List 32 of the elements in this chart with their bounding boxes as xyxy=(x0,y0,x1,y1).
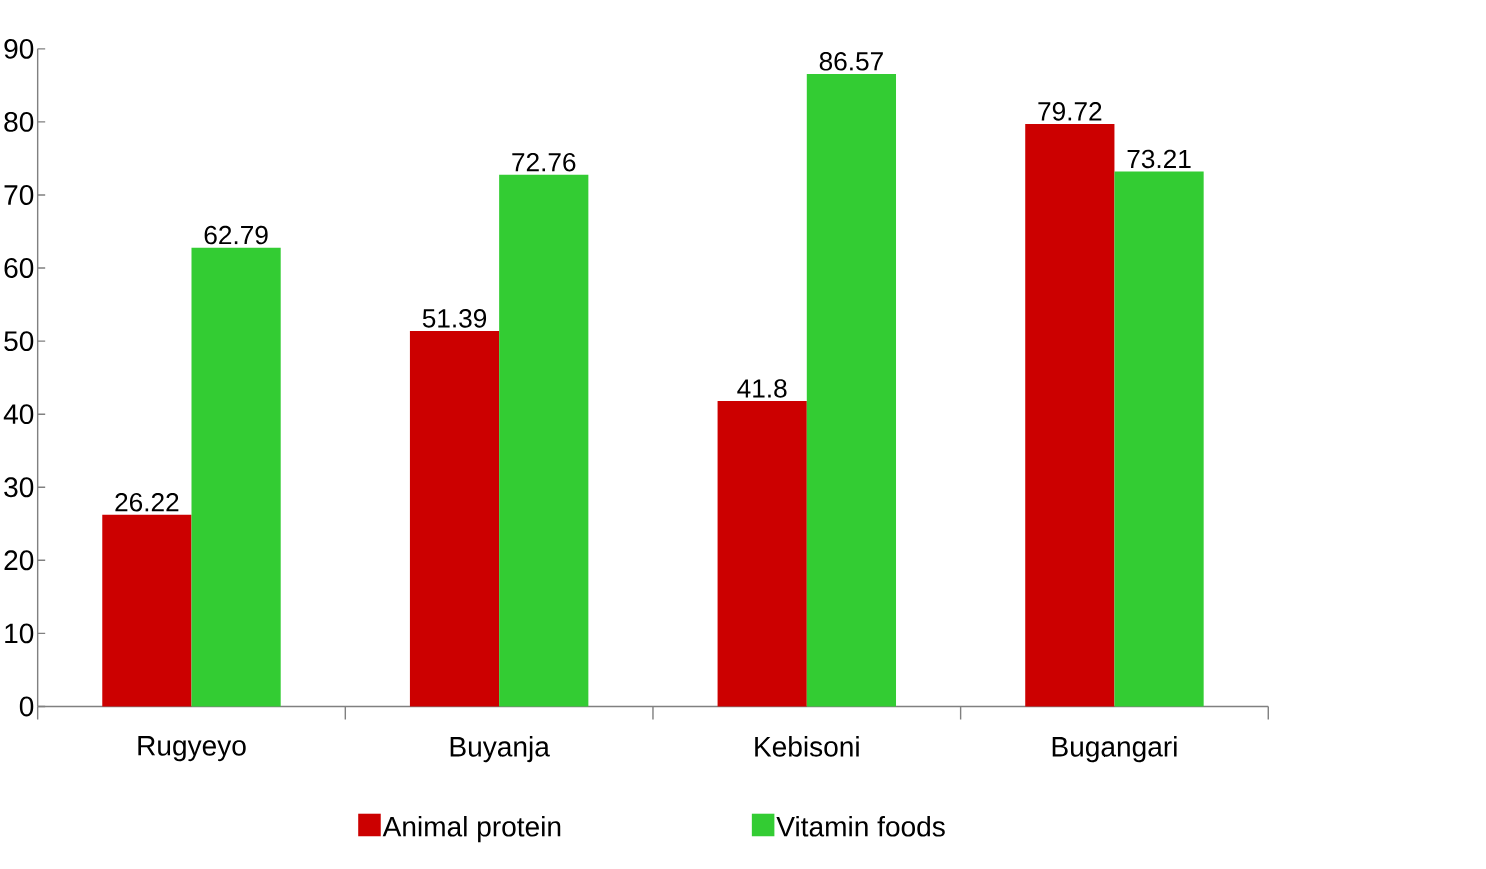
data-label: 41.8 xyxy=(737,379,787,398)
y-tick-label: 60 xyxy=(4,258,34,278)
data-label: 73.21 xyxy=(1127,149,1191,169)
bar xyxy=(717,401,807,707)
x-tick-label: Rugyeyo xyxy=(138,736,246,762)
y-tick-label: 0 xyxy=(19,696,34,717)
bar xyxy=(102,514,192,707)
data-label: 62.79 xyxy=(204,225,268,245)
bar xyxy=(806,73,897,707)
data-label: 26.22 xyxy=(115,493,179,512)
data-label: 72.76 xyxy=(512,152,576,172)
data-label: 51.39 xyxy=(422,309,487,328)
bar xyxy=(409,330,500,707)
y-tick-label: 40 xyxy=(3,404,34,425)
y-tick-label: 80 xyxy=(4,111,34,132)
y-tick-label: 20 xyxy=(4,550,34,571)
x-tick-label: Kebisoni xyxy=(755,736,859,757)
bar xyxy=(499,174,589,707)
legend-label: Vitamin foods xyxy=(776,816,945,837)
data-label: 79.72 xyxy=(1038,102,1102,121)
x-tick-label: Buyanja xyxy=(450,736,550,763)
x-tick-label: Bugangari xyxy=(1052,736,1177,763)
bar xyxy=(191,247,281,707)
y-tick-label: 10 xyxy=(5,623,34,644)
bar xyxy=(1114,171,1204,707)
bar xyxy=(1025,123,1115,707)
y-tick-label: 90 xyxy=(4,38,34,59)
legend-label: Animal protein xyxy=(382,816,561,843)
y-tick-label: 50 xyxy=(4,331,34,352)
data-label: 86.57 xyxy=(819,52,883,71)
y-tick-label: 30 xyxy=(4,477,34,498)
y-tick-label: 70 xyxy=(4,185,34,205)
